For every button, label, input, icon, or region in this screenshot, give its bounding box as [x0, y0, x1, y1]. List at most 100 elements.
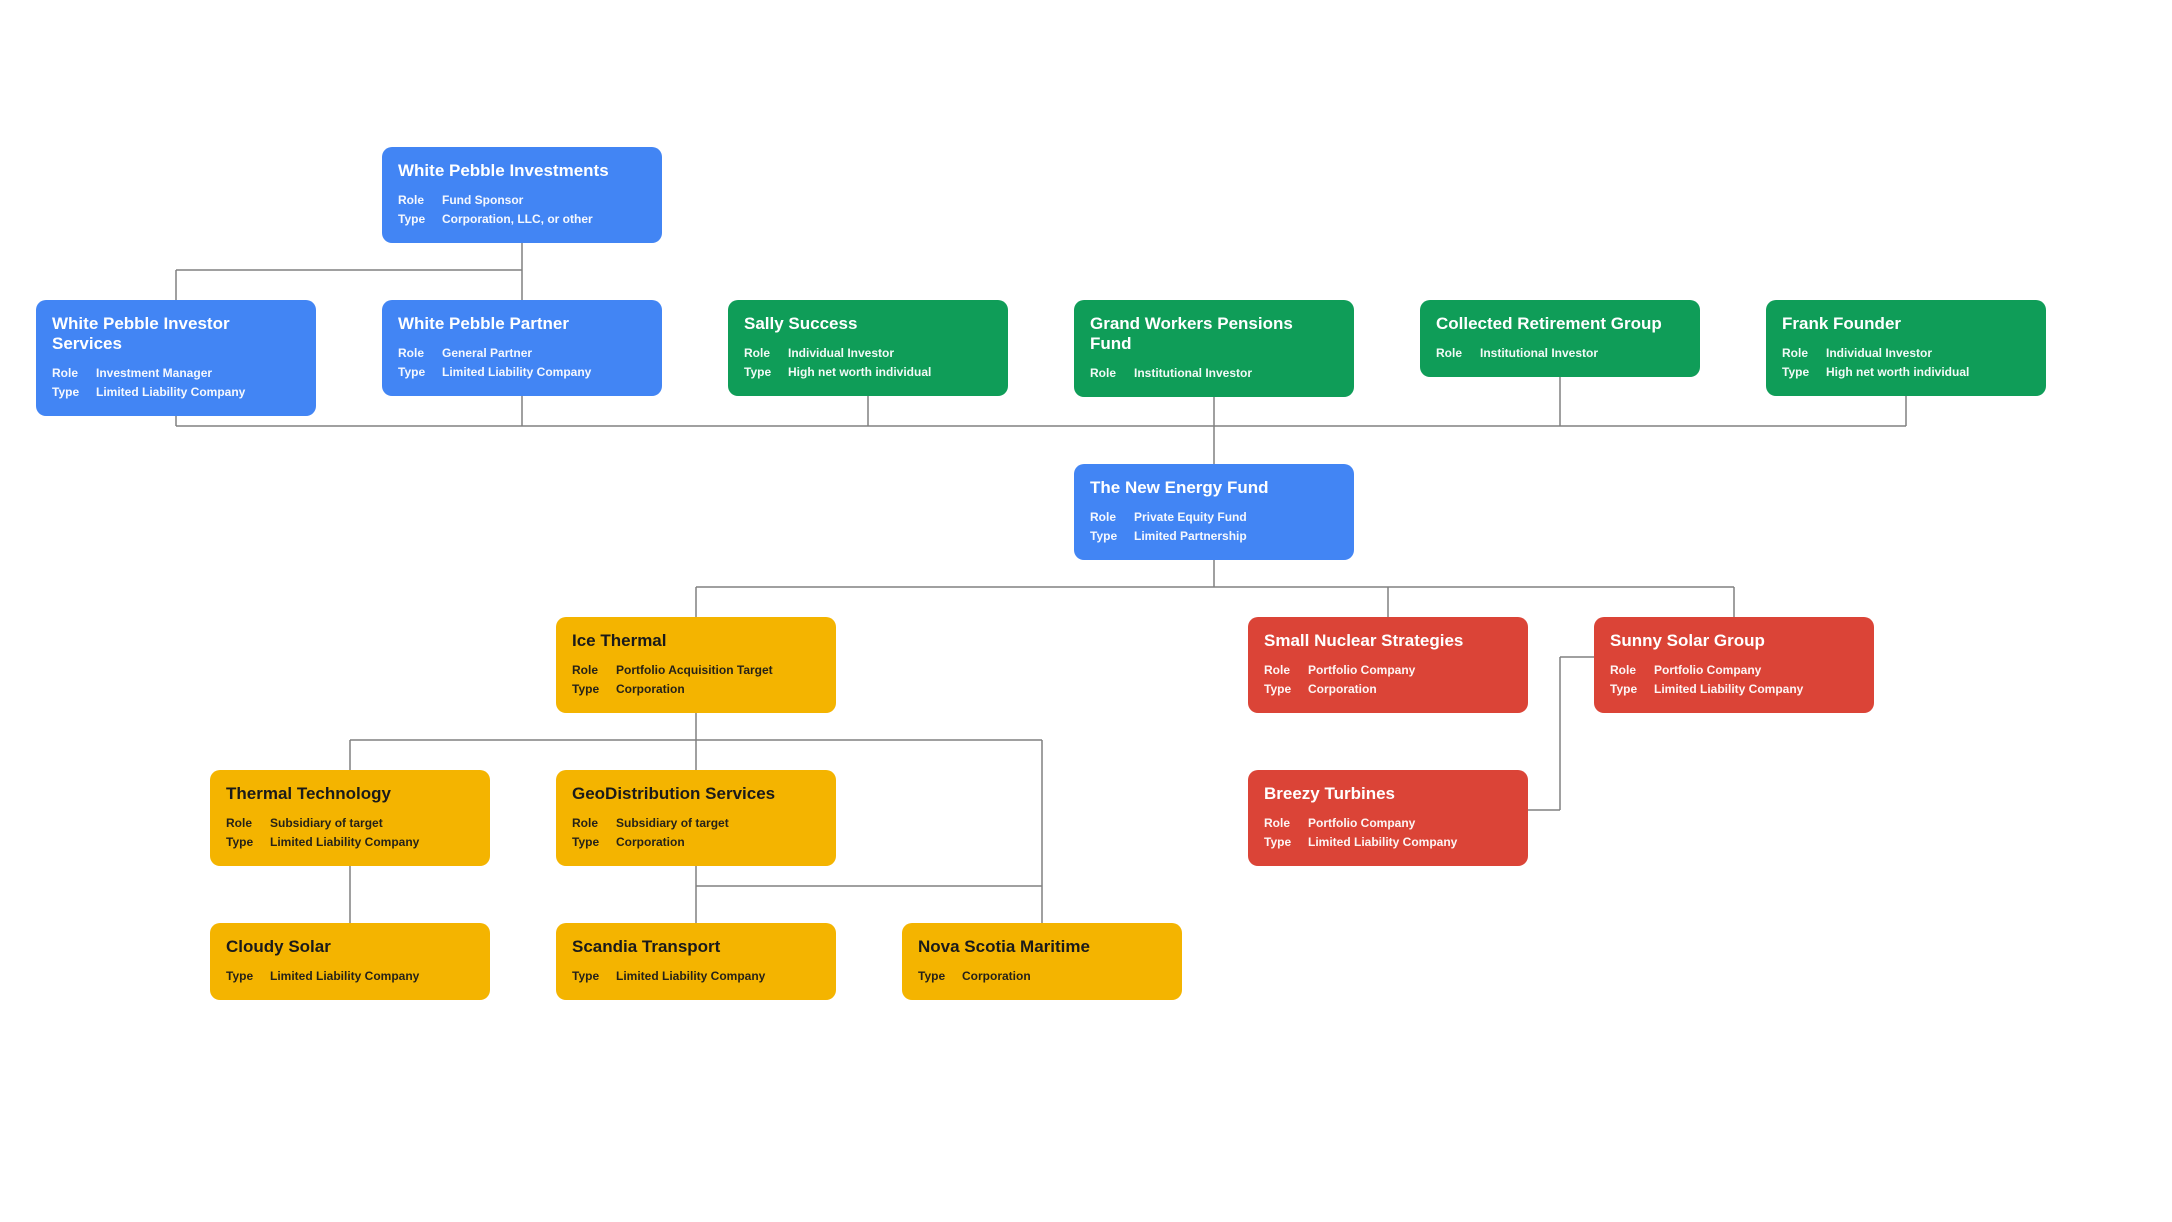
row-val: Corporation: [616, 833, 820, 852]
row-val: Private Equity Fund: [1134, 508, 1338, 527]
node-title: GeoDistribution Services: [572, 784, 820, 804]
node-bt: Breezy Turbines RolePortfolio CompanyType…: [1248, 770, 1528, 866]
node-title: White Pebble Partner: [398, 314, 646, 334]
node-wpi: White Pebble InvestmentsRoleFund Sponsor…: [382, 147, 662, 243]
row-key: Type: [572, 967, 616, 986]
row-key: Role: [1090, 364, 1134, 383]
node-row-role: RoleGeneral Partner: [398, 344, 646, 363]
node-row-type: TypeHigh net worth individual: [1782, 363, 2030, 382]
node-row-role: RoleIndividual Investor: [1782, 344, 2030, 363]
node-title: Grand Workers Pensions Fund: [1090, 314, 1338, 354]
row-key: Role: [52, 364, 96, 383]
row-key: Role: [226, 814, 270, 833]
node-row-type: TypeLimited Liability Company: [398, 363, 646, 382]
node-row-type: TypeCorporation: [572, 680, 820, 699]
row-val: Portfolio Company: [1654, 661, 1858, 680]
node-row-type: TypeLimited Liability Company: [1610, 680, 1858, 699]
node-wpp: White Pebble Partner RoleGeneral PartnerT…: [382, 300, 662, 396]
node-tt: Thermal Technology RoleSubsidiary of targ…: [210, 770, 490, 866]
connectors-svg: [0, 0, 2172, 1222]
node-gwpf: Grand Workers Pensions Fund RoleInstituti…: [1074, 300, 1354, 397]
row-val: Portfolio Company: [1308, 814, 1512, 833]
org-chart-canvas: White Pebble InvestmentsRoleFund Sponsor…: [0, 0, 2172, 1222]
row-key: Role: [1264, 814, 1308, 833]
node-st: Scandia Transport TypeLimited Liability C…: [556, 923, 836, 1000]
node-row-type: TypeLimited Liability Company: [572, 967, 820, 986]
node-nsm: Nova Scotia MaritimeTypeCorporation: [902, 923, 1182, 1000]
node-gds: GeoDistribution Services RoleSubsidiary o…: [556, 770, 836, 866]
row-val: Corporation: [962, 967, 1166, 986]
row-val: Investment Manager: [96, 364, 300, 383]
node-title: Small Nuclear Strategies: [1264, 631, 1512, 651]
row-val: Corporation: [616, 680, 820, 699]
row-key: Type: [52, 383, 96, 402]
row-key: Role: [1090, 508, 1134, 527]
row-val: Limited Liability Company: [270, 833, 474, 852]
node-row-role: RoleInvestment Manager: [52, 364, 300, 383]
row-val: Subsidiary of target: [270, 814, 474, 833]
node-row-type: TypeCorporation: [1264, 680, 1512, 699]
row-key: Role: [1436, 344, 1480, 363]
row-val: Portfolio Acquisition Target: [616, 661, 820, 680]
row-key: Role: [572, 814, 616, 833]
node-row-role: RolePortfolio Company: [1610, 661, 1858, 680]
node-row-role: RoleFund Sponsor: [398, 191, 646, 210]
node-title: Sunny Solar Group: [1610, 631, 1858, 651]
node-row-type: TypeLimited Liability Company: [1264, 833, 1512, 852]
row-val: Fund Sponsor: [442, 191, 646, 210]
row-key: Type: [398, 210, 442, 229]
row-val: Limited Liability Company: [616, 967, 820, 986]
node-tnef: The New Energy Fund RolePrivate Equity Fu…: [1074, 464, 1354, 560]
row-key: Role: [1610, 661, 1654, 680]
row-key: Type: [572, 680, 616, 699]
row-val: Limited Liability Company: [442, 363, 646, 382]
node-sally: Sally Success RoleIndividual InvestorType…: [728, 300, 1008, 396]
row-val: Limited Partnership: [1134, 527, 1338, 546]
node-row-role: RoleSubsidiary of target: [226, 814, 474, 833]
row-key: Type: [1610, 680, 1654, 699]
node-row-type: TypeLimited Liability Company: [226, 967, 474, 986]
node-title: Cloudy Solar: [226, 937, 474, 957]
node-row-role: RoleSubsidiary of target: [572, 814, 820, 833]
row-val: Individual Investor: [788, 344, 992, 363]
node-row-type: TypeCorporation: [572, 833, 820, 852]
row-val: Institutional Investor: [1134, 364, 1338, 383]
row-key: Type: [226, 833, 270, 852]
node-wpis: White Pebble Investor ServicesRoleInvest…: [36, 300, 316, 416]
row-val: Limited Liability Company: [270, 967, 474, 986]
node-ice: Ice ThermalRolePortfolio Acquisition Tar…: [556, 617, 836, 713]
node-title: Thermal Technology: [226, 784, 474, 804]
row-val: Subsidiary of target: [616, 814, 820, 833]
row-key: Type: [1264, 680, 1308, 699]
row-val: Individual Investor: [1826, 344, 2030, 363]
node-ff: Frank FounderRoleIndividual InvestorType…: [1766, 300, 2046, 396]
node-row-role: RolePortfolio Company: [1264, 661, 1512, 680]
node-ssg: Sunny Solar Group RolePortfolio CompanyTy…: [1594, 617, 1874, 713]
node-row-role: RolePrivate Equity Fund: [1090, 508, 1338, 527]
node-title: Ice Thermal: [572, 631, 820, 651]
row-key: Type: [1090, 527, 1134, 546]
node-row-role: RoleIndividual Investor: [744, 344, 992, 363]
node-title: Collected Retirement Group: [1436, 314, 1684, 334]
node-row-role: RolePortfolio Company: [1264, 814, 1512, 833]
node-title: Sally Success: [744, 314, 992, 334]
row-key: Type: [744, 363, 788, 382]
row-val: High net worth individual: [788, 363, 992, 382]
node-row-type: TypeLimited Liability Company: [52, 383, 300, 402]
node-row-type: TypeHigh net worth individual: [744, 363, 992, 382]
node-title: Nova Scotia Maritime: [918, 937, 1166, 957]
row-key: Role: [398, 344, 442, 363]
node-title: The New Energy Fund: [1090, 478, 1338, 498]
node-title: Scandia Transport: [572, 937, 820, 957]
row-val: Limited Liability Company: [1308, 833, 1512, 852]
row-key: Role: [1782, 344, 1826, 363]
row-key: Type: [226, 967, 270, 986]
node-row-type: TypeLimited Partnership: [1090, 527, 1338, 546]
node-crg: Collected Retirement GroupRoleInstitutio…: [1420, 300, 1700, 377]
node-title: Breezy Turbines: [1264, 784, 1512, 804]
row-val: Limited Liability Company: [1654, 680, 1858, 699]
node-cs: Cloudy Solar TypeLimited Liability Compan…: [210, 923, 490, 1000]
row-key: Role: [744, 344, 788, 363]
row-val: High net worth individual: [1826, 363, 2030, 382]
node-sns: Small Nuclear Strategies RolePortfolio Co…: [1248, 617, 1528, 713]
